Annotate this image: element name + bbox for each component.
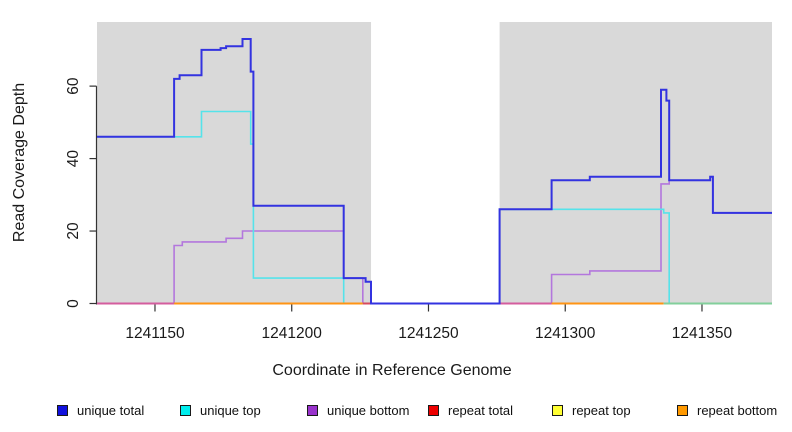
series-line-unique-total	[97, 38, 772, 305]
x-tick-label: 1241350	[672, 325, 733, 342]
x-axis-label: Coordinate in Reference Genome	[272, 362, 511, 379]
x-tick-label: 1241250	[398, 325, 459, 342]
y-tick-label: 40	[65, 150, 82, 168]
y-tick-label: 20	[65, 222, 82, 240]
x-tick-label: 1241150	[125, 325, 185, 342]
x-tick-label: 1241300	[535, 325, 596, 342]
y-tick-label: 0	[65, 299, 82, 308]
x-tick-label: 1241200	[262, 325, 323, 342]
shaded-region	[97, 22, 372, 304]
series-line-unique-top	[97, 110, 772, 305]
shaded-region	[499, 22, 772, 304]
y-tick-label: 60	[65, 77, 82, 95]
y-axis-label: Read Coverage Depth	[11, 83, 28, 242]
